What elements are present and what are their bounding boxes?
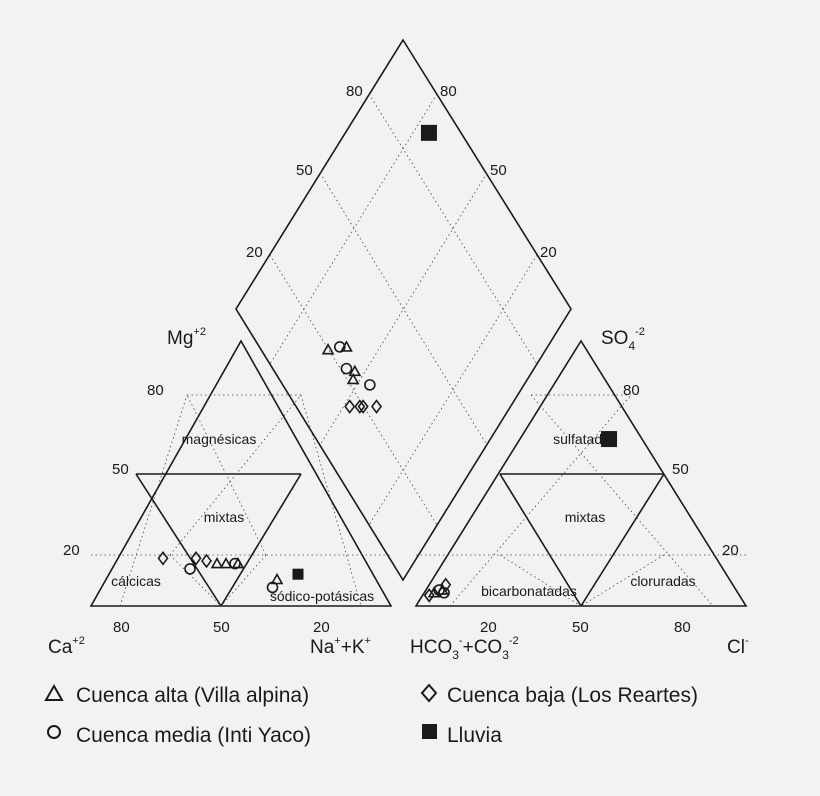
anion-grid-b — [530, 394, 714, 607]
anion-line-cl-50 — [580, 473, 665, 607]
cation-grid-a — [169, 554, 222, 607]
diamond-grid-6 — [368, 254, 538, 526]
legend-circle-icon — [47, 725, 61, 739]
zone-cloruradas: cloruradas — [630, 573, 695, 589]
data-point-triangle — [210, 556, 224, 569]
zone-anion-mixtas: mixtas — [565, 509, 605, 525]
diamond-tick-left-50: 50 — [296, 162, 313, 179]
anion-grid-d — [580, 554, 665, 607]
diamond-field — [235, 38, 572, 582]
data-points — [157, 124, 618, 603]
axis-label-mg: Mg+2 — [167, 326, 206, 349]
cation-line-ca-50 — [135, 473, 222, 607]
axis-label-cl: Cl- — [727, 635, 749, 658]
data-point-circle — [364, 379, 376, 391]
data-point-triangle — [219, 556, 233, 569]
cation-tick-ca-80: 80 — [113, 619, 130, 636]
data-point-circle — [340, 362, 353, 375]
data-point-diamond — [157, 550, 169, 566]
legend-square-icon — [422, 724, 437, 739]
data-point-diamond — [190, 550, 202, 566]
anion-triangle — [414, 339, 748, 607]
zone-sulfatadas: sulfatadas — [553, 431, 617, 447]
axis-label-hco3-co3: HCO3-+CO3-2 — [410, 635, 519, 662]
diamond-grid-3 — [269, 254, 438, 526]
data-point-diamond — [371, 399, 383, 414]
diamond-grid-1 — [368, 93, 538, 365]
legend-triangle-icon — [44, 683, 64, 701]
data-point-triangle — [346, 372, 360, 385]
anion-tick-bottom-50: 50 — [572, 619, 589, 636]
diamond-tick-right-80: 80 — [440, 83, 457, 100]
cation-tick-ca-50: 50 — [213, 619, 230, 636]
legend: Cuenca alta (Villa alpina) Cuenca baja (… — [44, 683, 698, 747]
legend-diamond-icon — [420, 683, 438, 703]
cation-grid-ca-80 — [119, 394, 188, 607]
diamond-outline — [235, 38, 572, 582]
anion-grid-a — [449, 394, 632, 607]
cation-tick-mg-80: 80 — [147, 382, 164, 399]
data-point-circle — [438, 586, 450, 599]
data-point-diamond — [440, 577, 452, 593]
diamond-tick-left-20: 20 — [246, 244, 263, 261]
data-point-diamond — [344, 399, 356, 414]
cation-grid-c — [169, 394, 302, 556]
anion-tick-so4-80: 80 — [623, 382, 640, 399]
data-point-circle — [184, 563, 196, 575]
data-point-diamond — [423, 588, 435, 603]
legend-label-lluvia: Lluvia — [447, 724, 502, 747]
diamond-tick-right-20: 20 — [540, 244, 557, 261]
axis-label-na-k: Na++K+ — [310, 635, 371, 658]
data-point-triangle — [348, 364, 362, 377]
zone-sodico-potasicas: sódico-potásicas — [270, 588, 374, 604]
cation-tick-mg-20: 20 — [63, 542, 80, 559]
cation-line-na-50 — [220, 473, 302, 607]
data-point-diamond — [354, 399, 366, 414]
anion-tick-bottom-20: 20 — [480, 619, 497, 636]
cation-tick-ca-20: 20 — [313, 619, 330, 636]
data-point-circle — [266, 581, 279, 594]
zone-calcicas: cálcicas — [111, 573, 161, 589]
cation-triangle — [89, 339, 393, 607]
cation-grid-d — [186, 394, 267, 556]
anion-tick-so4-50: 50 — [672, 461, 689, 478]
data-point-circle — [229, 557, 241, 570]
diamond-grid-4 — [269, 93, 438, 365]
anion-tick-so4-20: 20 — [722, 542, 739, 559]
cation-tick-mg-50: 50 — [112, 461, 129, 478]
zone-bicarbonatadas: bicarbonatadas — [481, 583, 577, 599]
data-point-triangle — [270, 572, 284, 585]
legend-label-baja: Cuenca baja (Los Reartes) — [447, 684, 698, 707]
legend-label-media: Cuenca media (Inti Yaco) — [76, 724, 311, 747]
anion-tick-bottom-80: 80 — [674, 619, 691, 636]
zone-cation-mixtas: mixtas — [204, 509, 244, 525]
diamond-tick-left-80: 80 — [346, 83, 363, 100]
data-point-circle — [333, 341, 346, 353]
data-point-square — [601, 431, 618, 448]
axis-label-so4: SO4-2 — [601, 326, 645, 353]
data-point-diamond — [201, 553, 212, 569]
legend-label-alta: Cuenca alta (Villa alpina) — [76, 684, 309, 707]
data-point-square — [420, 124, 437, 141]
axis-label-ca: Ca+2 — [48, 635, 85, 658]
data-point-diamond — [357, 399, 369, 414]
data-point-triangle — [321, 343, 335, 355]
diamond-grid-5 — [319, 172, 488, 446]
diamond-grid-2 — [319, 172, 488, 446]
zone-magnesicas: magnésicas — [182, 431, 257, 447]
anion-line-hco3-50 — [499, 473, 582, 607]
diamond-tick-right-50: 50 — [490, 162, 507, 179]
data-point-square — [292, 568, 304, 580]
